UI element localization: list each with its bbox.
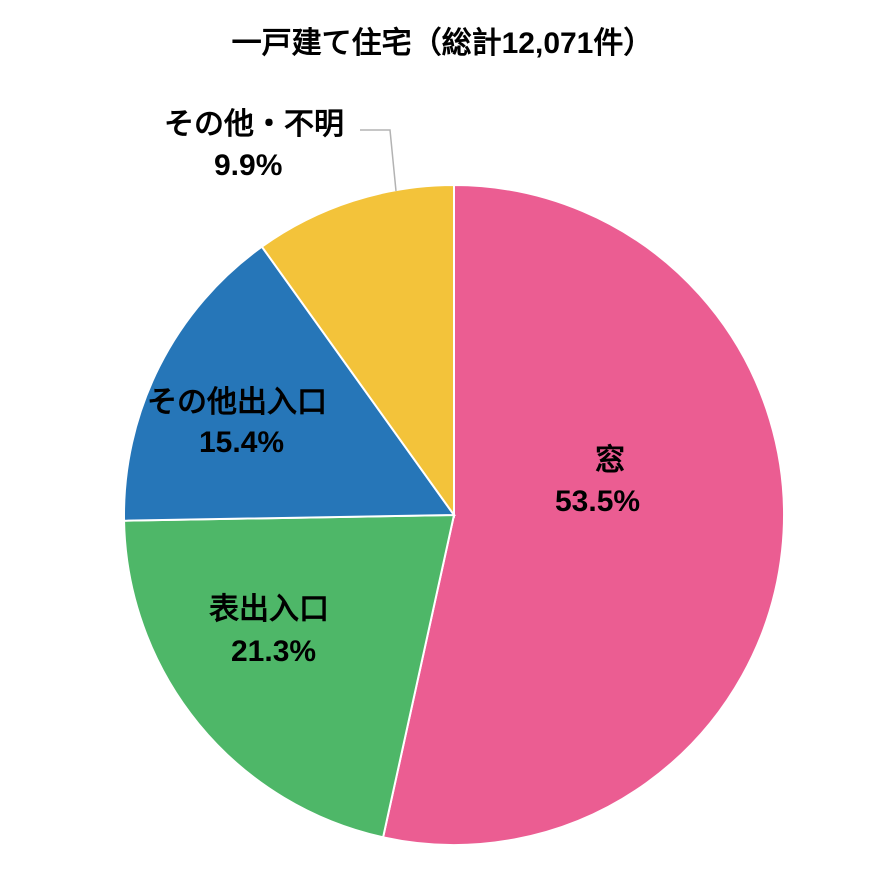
- leader-other-unknown: [360, 130, 396, 191]
- label-other-unknown-name: その他・不明: [164, 106, 344, 144]
- label-other-unknown-value: 9.9%: [214, 147, 282, 185]
- label-window-value: 53.5%: [555, 483, 640, 521]
- label-other-entrance-name: その他出入口: [147, 384, 327, 422]
- label-other-entrance-value: 15.4%: [199, 424, 284, 462]
- label-front-entrance-value: 21.3%: [231, 633, 316, 671]
- pie-chart: [0, 0, 885, 896]
- label-window-name: 窓: [595, 442, 625, 480]
- chart-root: 一戸建て住宅（総計12,071件） 窓53.5%表出入口21.3%その他出入口1…: [0, 0, 885, 896]
- label-front-entrance-name: 表出入口: [209, 591, 329, 629]
